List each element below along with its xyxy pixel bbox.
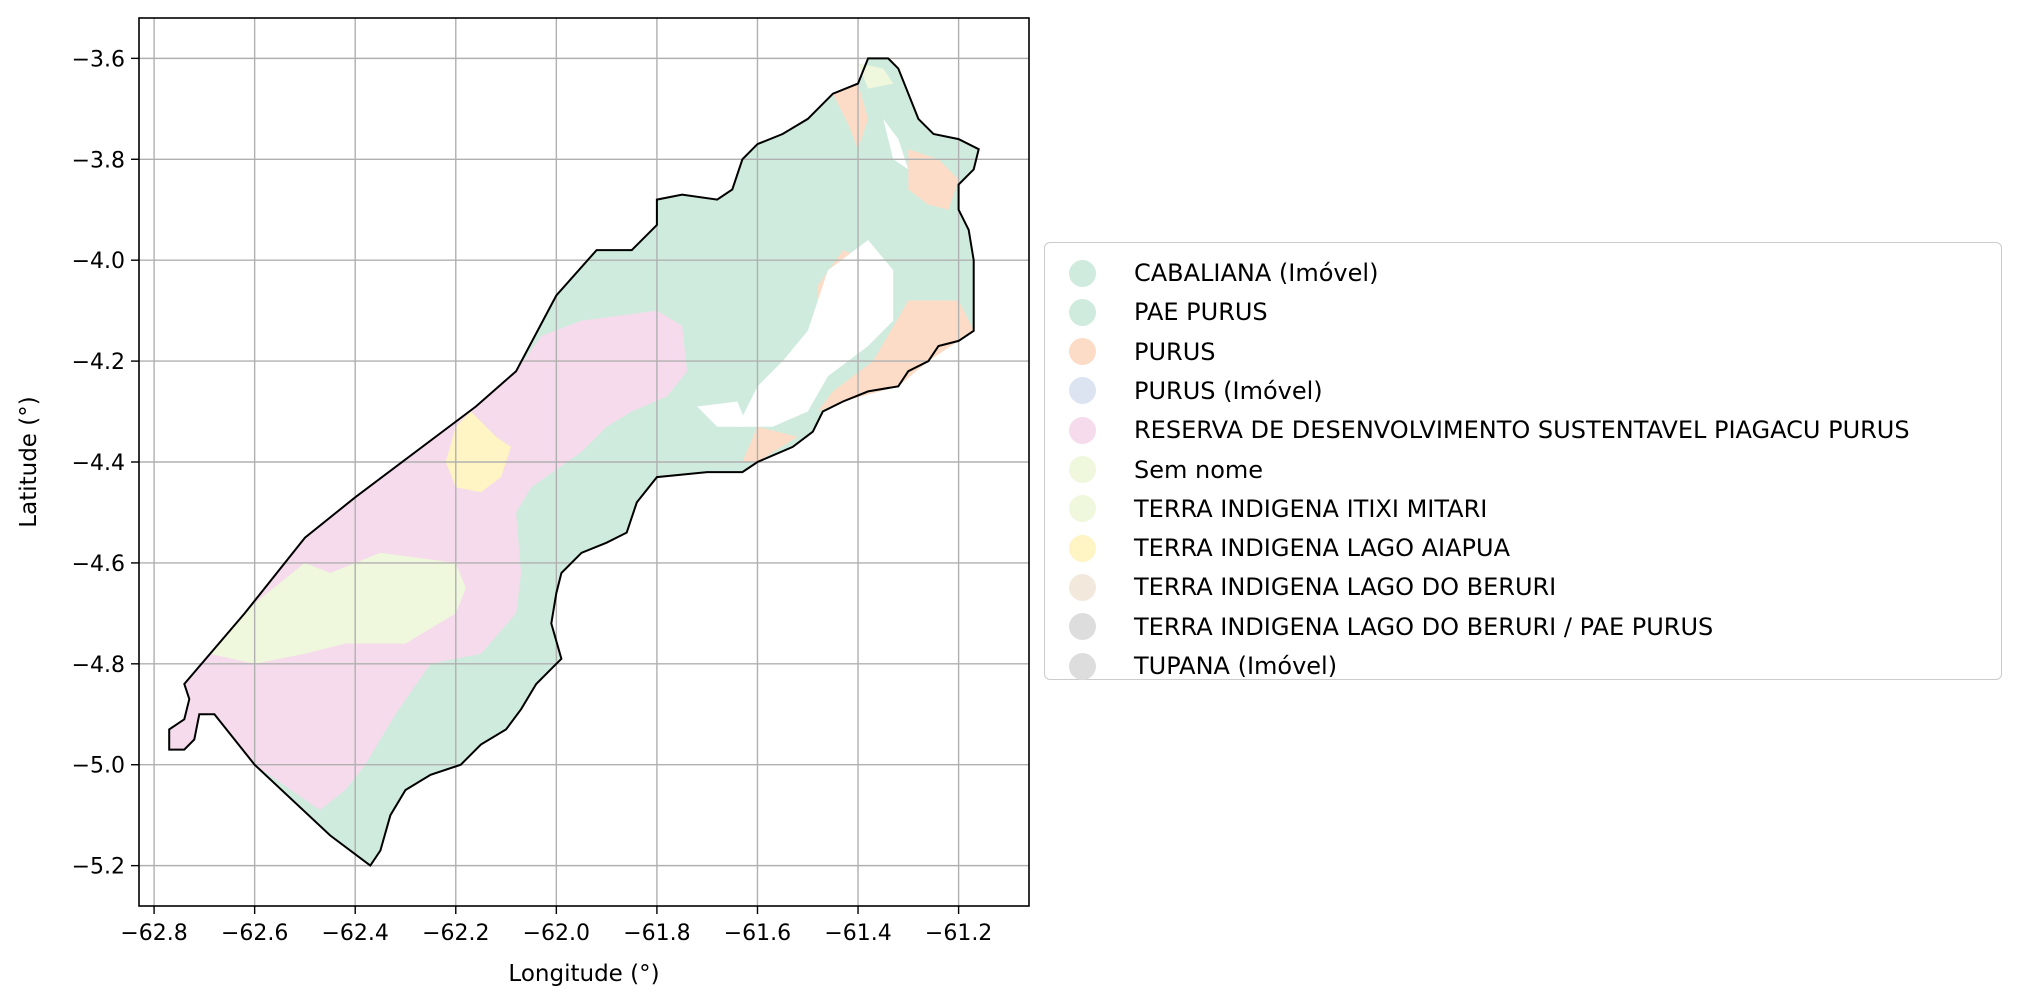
legend-label: TERRA INDIGENA LAGO DO BERURI / PAE PURU… [1134,612,1714,641]
legend-marker-icon [1069,495,1096,523]
y-tick-label: −3.8 [72,148,125,173]
y-tick-label: −4.0 [72,249,125,274]
legend-marker-icon [1069,652,1096,680]
legend-marker-icon [1069,259,1096,287]
legend-label: TUPANA (Imóvel) [1134,652,1338,680]
region-purus-south [742,426,798,462]
legend-label: PURUS (Imóvel) [1134,376,1323,405]
y-tick-label: −5.0 [72,754,125,779]
region-purus-ne [908,149,959,210]
legend-marker-icon [1069,613,1096,641]
y-ticks: −3.6 −3.8 −4.0 −4.2 −4.4 −4.6 −4.8 −5.0 −5.2 [72,47,139,880]
x-tick-label: −62.2 [422,921,489,946]
legend-marker-icon [1069,573,1096,601]
legend-item: PAE PURUS [1045,294,1268,330]
y-tick-label: −4.6 [72,552,125,577]
region-terra-lago-aiapua [445,411,512,493]
x-tick-label: −62.0 [523,921,590,946]
legend-label: PURUS [1134,337,1216,366]
legend-item: PURUS [1045,334,1216,370]
legend-item: CABALIANA (Imóvel) [1045,255,1378,291]
region-purus-east [817,300,974,412]
y-tick-label: −4.4 [72,451,125,476]
x-tick-label: −61.8 [623,921,690,946]
y-tick-label: −4.8 [72,653,125,678]
legend-label: TERRA INDIGENA LAGO AIAPUA [1134,534,1511,563]
x-ticks: −62.8 −62.6 −62.4 −62.2 −62.0 −61.8 −61.6 −61.4… [120,906,992,946]
legend: CABALIANA (Imóvel) PAE PURUS PURUS PURUS (I… [1044,242,2002,680]
legend-marker-icon [1069,416,1096,444]
region-white-ne [883,118,909,170]
legend-marker-icon [1069,377,1096,405]
legend-label: TERRA INDIGENA LAGO DO BERURI [1134,573,1557,602]
y-axis-label: Latitude (°) [16,396,42,527]
legend-label: Sem nome [1134,455,1264,484]
x-tick-label: −62.8 [120,921,187,946]
x-tick-label: −61.2 [925,921,992,946]
legend-marker-icon [1069,298,1096,326]
y-tick-label: −5.2 [72,855,125,880]
legend-item: TERRA INDIGENA LAGO DO BERURI / PAE PURU… [1045,609,1713,645]
x-axis-label: Longitude (°) [508,961,659,987]
legend-marker-icon [1069,534,1096,562]
legend-item: TERRA INDIGENA LAGO DO BERURI [1045,569,1556,605]
x-tick-label: −61.6 [724,921,791,946]
grid-lines [139,18,1029,906]
legend-label: CABALIANA (Imóvel) [1134,259,1379,287]
y-tick-label: −4.2 [72,350,125,375]
region-purus-north [832,83,869,150]
x-tick-label: −62.6 [221,921,288,946]
region-white-inlet [697,401,748,427]
y-tick-label: −3.6 [72,47,125,72]
x-tick-label: −62.4 [322,921,389,946]
municipality-boundary [168,57,980,868]
legend-label: TERRA INDIGENA ITIXI MITARI [1134,494,1488,523]
legend-marker-icon [1069,338,1096,366]
legend-marker-icon [1069,456,1096,483]
legend-item: TERRA INDIGENA ITIXI MITARI [1045,491,1487,527]
legend-label: PAE PURUS [1134,298,1268,327]
region-sem-nome [209,552,466,664]
region-terra-itixi-north [858,63,894,89]
legend-item: PURUS (Imóvel) [1045,373,1323,409]
legend-item: TERRA INDIGENA LAGO AIAPUA [1045,530,1510,566]
region-white-channel [737,240,894,427]
legend-item: Sem nome [1045,452,1263,488]
legend-item: TUPANA (Imóvel) [1045,648,1337,684]
x-tick-label: −61.4 [824,921,891,946]
legend-item: RESERVA DE DESENVOLVIMENTO SUSTENTAVEL P… [1045,412,1910,448]
legend-label: RESERVA DE DESENVOLVIMENTO SUSTENTAVEL P… [1134,416,1910,445]
